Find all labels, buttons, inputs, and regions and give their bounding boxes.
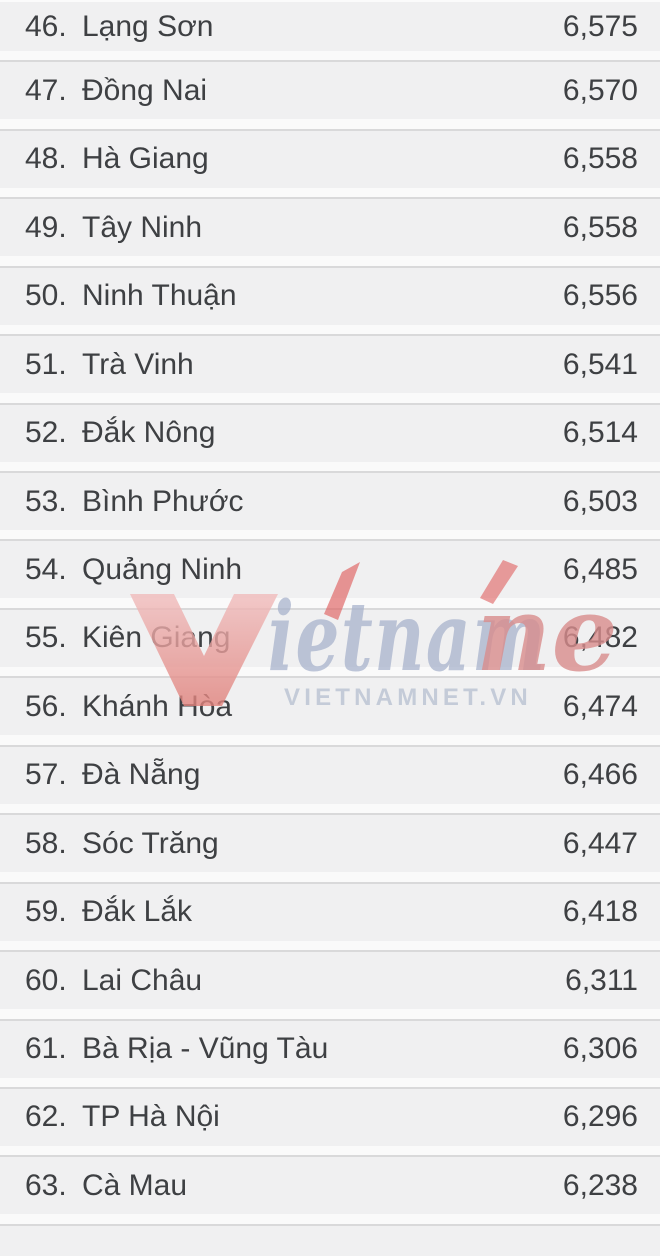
score-cell: 6,482 <box>562 621 638 655</box>
table-row-inner: 49. Tây Ninh 6,558 <box>0 199 660 257</box>
table-row: 59. Đắk Lắk 6,418 <box>0 883 660 953</box>
province-name-cell: Kiên Giang <box>82 621 231 655</box>
table-row-inner: 55. Kiên Giang 6,482 <box>0 609 660 667</box>
province-name-cell: TP Hà Nội <box>82 1100 220 1134</box>
table-row-inner: 52. Đắk Nông 6,514 <box>0 404 660 462</box>
province-name-cell: Lạng Sơn <box>82 9 214 43</box>
province-name-cell: Trà Vinh <box>82 347 194 381</box>
score-cell: 6,541 <box>562 347 638 381</box>
table-row: 54. Quảng Ninh 6,485 <box>0 541 660 610</box>
score-cell: 6,556 <box>562 279 638 313</box>
rank-cell: 52. <box>25 416 67 450</box>
score-cell: 6,447 <box>562 826 638 860</box>
province-name-cell: Cà Mau <box>82 1168 188 1202</box>
rank-cell: 61. <box>25 1032 67 1066</box>
table-row-inner: 62. TP Hà Nội 6,296 <box>0 1088 660 1146</box>
rank-cell: 53. <box>25 484 67 518</box>
province-name-cell: Quảng Ninh <box>82 552 243 586</box>
table-row: 57. Đà Nẵng 6,466 <box>0 746 660 816</box>
table-row-inner: 54. Quảng Ninh 6,485 <box>0 541 660 599</box>
table-row: 58. Sóc Trăng 6,447 <box>0 815 660 884</box>
rank-cell: 48. <box>25 142 67 176</box>
score-cell: 6,514 <box>562 416 638 450</box>
score-cell: 6,474 <box>562 689 638 723</box>
table-row: 51. Trà Vinh 6,541 <box>0 336 660 405</box>
rank-cell: 59. <box>25 895 67 929</box>
score-cell: 6,296 <box>562 1100 638 1134</box>
table-row-inner: 47. Đồng Nai 6,570 <box>0 62 660 120</box>
rank-cell: 56. <box>25 689 67 723</box>
province-name-cell: Đắk Nông <box>82 416 216 450</box>
table-row-inner: 46. Lạng Sơn 6,575 <box>0 2 660 51</box>
table-row-inner: 63. Cà Mau 6,238 <box>0 1157 660 1215</box>
table-row: 49. Tây Ninh 6,558 <box>0 199 660 268</box>
rank-cell: 54. <box>25 552 67 586</box>
rank-cell: 50. <box>25 279 67 313</box>
table-row: 46. Lạng Sơn 6,575 <box>0 2 660 63</box>
table-row-inner: 51. Trà Vinh 6,541 <box>0 336 660 394</box>
table-row-inner: 48. Hà Giang 6,558 <box>0 130 660 188</box>
table-row-inner: 56. Khánh Hòa 6,474 <box>0 678 660 736</box>
score-cell: 6,466 <box>562 758 638 792</box>
next-row-partial <box>0 1225 660 1256</box>
rank-cell: 57. <box>25 758 67 792</box>
table-row: 56. Khánh Hòa 6,474 <box>0 678 660 747</box>
score-cell: 6,418 <box>562 895 638 929</box>
rank-cell: 47. <box>25 73 67 107</box>
score-cell: 6,503 <box>562 484 638 518</box>
score-cell: 6,558 <box>562 210 638 244</box>
score-cell: 6,570 <box>562 73 638 107</box>
table-row: 60. Lai Châu 6,311 <box>0 952 660 1021</box>
table-row: 50. Ninh Thuận 6,556 <box>0 267 660 337</box>
rank-cell: 49. <box>25 210 67 244</box>
table-row: 62. TP Hà Nội 6,296 <box>0 1088 660 1158</box>
province-name-cell: Khánh Hòa <box>82 689 233 723</box>
province-name-cell: Đắk Lắk <box>82 895 193 929</box>
table-row: 55. Kiên Giang 6,482 <box>0 609 660 679</box>
table-row: 53. Bình Phước 6,503 <box>0 473 660 542</box>
score-cell: 6,558 <box>562 142 638 176</box>
table-row: 48. Hà Giang 6,558 <box>0 130 660 200</box>
table-row-inner: 58. Sóc Trăng 6,447 <box>0 815 660 873</box>
top-gap-strip <box>0 0 660 2</box>
score-cell: 6,485 <box>562 552 638 586</box>
table-row-inner: 57. Đà Nẵng 6,466 <box>0 746 660 804</box>
province-name-cell: Hà Giang <box>82 142 209 176</box>
province-name-cell: Đồng Nai <box>82 73 208 107</box>
province-name-cell: Tây Ninh <box>82 210 203 244</box>
table-row-inner: 60. Lai Châu 6,311 <box>0 952 660 1010</box>
table-row-inner: 61. Bà Rịa - Vũng Tàu 6,306 <box>0 1020 660 1078</box>
score-cell: 6,238 <box>562 1168 638 1202</box>
province-ranking-table: 46. Lạng Sơn 6,575 47. Đồng Nai 6,570 48… <box>0 2 660 1226</box>
province-name-cell: Ninh Thuận <box>82 279 237 313</box>
province-name-cell: Bình Phước <box>82 484 244 518</box>
rank-cell: 46. <box>25 9 67 43</box>
table-row: 47. Đồng Nai 6,570 <box>0 62 660 131</box>
province-name-cell: Bà Rịa - Vũng Tàu <box>82 1032 329 1066</box>
rank-cell: 58. <box>25 826 67 860</box>
rank-cell: 62. <box>25 1100 67 1134</box>
rank-cell: 60. <box>25 963 67 997</box>
rank-cell: 63. <box>25 1168 67 1202</box>
rank-cell: 55. <box>25 621 67 655</box>
table-row-inner: 53. Bình Phước 6,503 <box>0 473 660 531</box>
table-row-inner: 59. Đắk Lắk 6,418 <box>0 883 660 941</box>
province-name-cell: Sóc Trăng <box>82 826 219 860</box>
province-name-cell: Đà Nẵng <box>82 758 201 792</box>
rank-cell: 51. <box>25 347 67 381</box>
table-row-inner: 50. Ninh Thuận 6,556 <box>0 267 660 325</box>
table-row: 52. Đắk Nông 6,514 <box>0 404 660 474</box>
score-cell: 6,311 <box>565 963 638 997</box>
table-row: 63. Cà Mau 6,238 <box>0 1157 660 1226</box>
province-name-cell: Lai Châu <box>82 963 203 997</box>
score-cell: 6,306 <box>562 1032 638 1066</box>
score-cell: 6,575 <box>562 9 638 43</box>
table-row: 61. Bà Rịa - Vũng Tàu 6,306 <box>0 1020 660 1089</box>
